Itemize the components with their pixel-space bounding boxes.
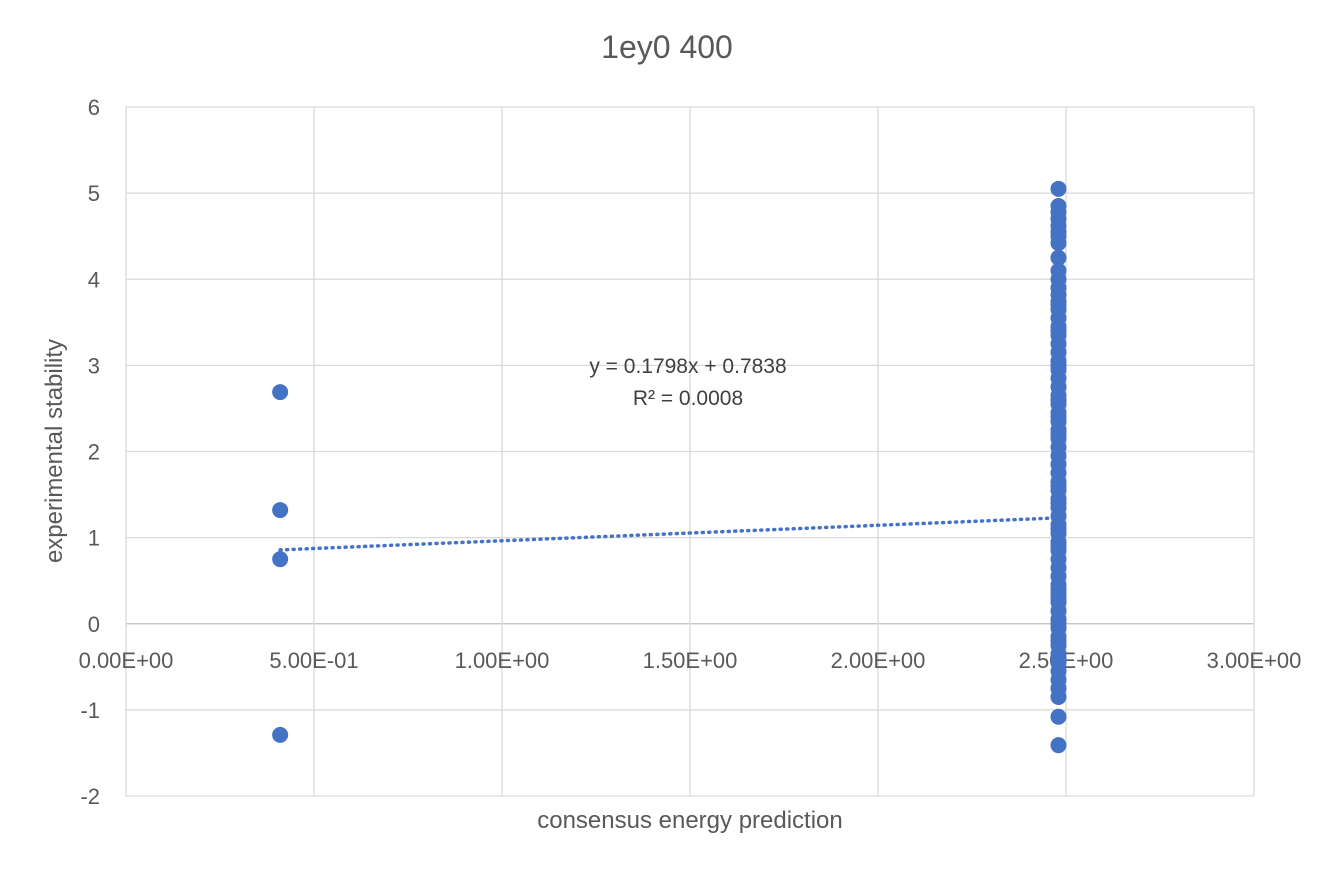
- y-tick-label: 2: [88, 440, 100, 465]
- data-point: [1050, 322, 1067, 339]
- data-points: [272, 180, 1067, 754]
- data-point: [1050, 391, 1067, 408]
- trendline: [278, 516, 1061, 552]
- data-point: [1050, 650, 1067, 667]
- y-tick-label: 1: [88, 526, 100, 551]
- gridlines: [125, 106, 1255, 797]
- x-tick-label: 1.00E+00: [455, 648, 550, 673]
- data-point: [272, 502, 289, 519]
- x-tick-labels: 0.00E+00 5.00E-01 1.00E+00 1.50E+00 2.00E+00…: [79, 648, 1302, 673]
- x-tick-label: 1.50E+00: [643, 648, 738, 673]
- data-point: [1050, 615, 1067, 632]
- data-point: [272, 726, 289, 743]
- y-tick-label: 0: [88, 612, 100, 637]
- chart-title: 1ey0 400: [601, 29, 733, 65]
- x-tick-label: 2.00E+00: [831, 648, 926, 673]
- y-tick-label: -1: [80, 698, 100, 723]
- data-point: [1050, 521, 1067, 538]
- x-axis-label: consensus energy prediction: [537, 807, 843, 834]
- y-tick-label: 5: [88, 181, 100, 206]
- data-point: [1050, 632, 1067, 649]
- x-tick-label: 3.00E+00: [1207, 648, 1302, 673]
- data-point: [1050, 180, 1067, 197]
- y-tick-label: 6: [88, 95, 100, 120]
- y-tick-labels: -2 -1 0 1 2 3 4 5 6: [80, 95, 100, 809]
- data-point: [1050, 538, 1067, 555]
- y-tick-label: 4: [88, 267, 100, 292]
- data-point: [1050, 426, 1067, 443]
- data-point: [1050, 495, 1067, 512]
- data-point: [1050, 688, 1067, 705]
- y-tick-label: -2: [80, 784, 100, 809]
- data-point: [1050, 737, 1067, 754]
- data-point: [1050, 357, 1067, 374]
- data-point: [1050, 249, 1067, 266]
- data-point: [1050, 228, 1067, 245]
- data-point: [1050, 297, 1067, 314]
- trendline-r-squared: R² = 0.0008: [633, 387, 743, 410]
- data-point: [1050, 271, 1067, 288]
- data-point: [272, 384, 289, 401]
- x-tick-label: 0.00E+00: [79, 648, 174, 673]
- data-point: [1050, 581, 1067, 598]
- data-point: [1050, 708, 1067, 725]
- data-point: [1050, 477, 1067, 494]
- x-tick-label: 5.00E-01: [269, 648, 358, 673]
- trendline-group: [278, 516, 1061, 552]
- y-axis-label: experimental stability: [41, 339, 68, 563]
- data-point: [272, 551, 289, 568]
- data-point: [1050, 409, 1067, 426]
- y-tick-label: 3: [88, 353, 100, 378]
- trendline-equation: y = 0.1798x + 0.7838: [589, 355, 786, 378]
